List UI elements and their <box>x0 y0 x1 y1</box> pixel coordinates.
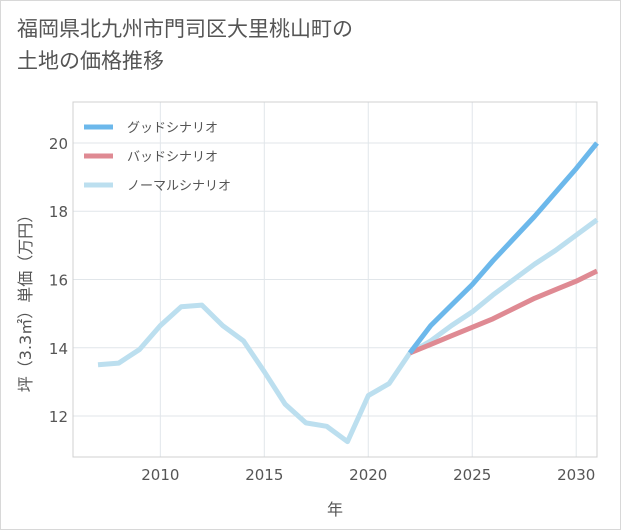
series-line-3 <box>97 217 599 445</box>
x-tick-label: 2025 <box>453 466 491 484</box>
y-tick-label: 14 <box>49 340 68 358</box>
x-tick-label: 2030 <box>557 466 595 484</box>
x-axis-label: 年 <box>327 500 343 519</box>
y-tick-label: 20 <box>49 135 68 153</box>
series-lines <box>97 141 599 445</box>
series-line-2 <box>408 268 599 356</box>
chart-title: 福岡県北九州市門司区大里桃山町の 土地の価格推移 <box>17 13 353 77</box>
x-tick-label: 2015 <box>245 466 283 484</box>
legend-label: バッドシナリオ <box>127 150 218 165</box>
y-axis-label: 坪（3.3㎡）単価（万円） <box>16 207 35 392</box>
y-axis-ticks: 12 14 16 18 20 <box>49 135 68 426</box>
series-line-1 <box>407 141 599 355</box>
plot-area-border <box>72 101 598 458</box>
legend-label: ノーマルシナリオ <box>127 179 231 194</box>
x-axis-ticks: 2010 2015 2020 2025 2030 <box>141 466 595 484</box>
chart-title-line-2: 土地の価格推移 <box>17 49 164 73</box>
chart-title-line-1: 福岡県北九州市門司区大里桃山町の <box>17 17 353 41</box>
legend-label: グッドシナリオ <box>127 121 218 136</box>
x-tick-label: 2010 <box>141 466 179 484</box>
y-tick-label: 16 <box>49 272 68 290</box>
x-tick-label: 2020 <box>349 466 387 484</box>
y-tick-label: 18 <box>49 203 68 221</box>
y-tick-label: 12 <box>49 408 68 426</box>
